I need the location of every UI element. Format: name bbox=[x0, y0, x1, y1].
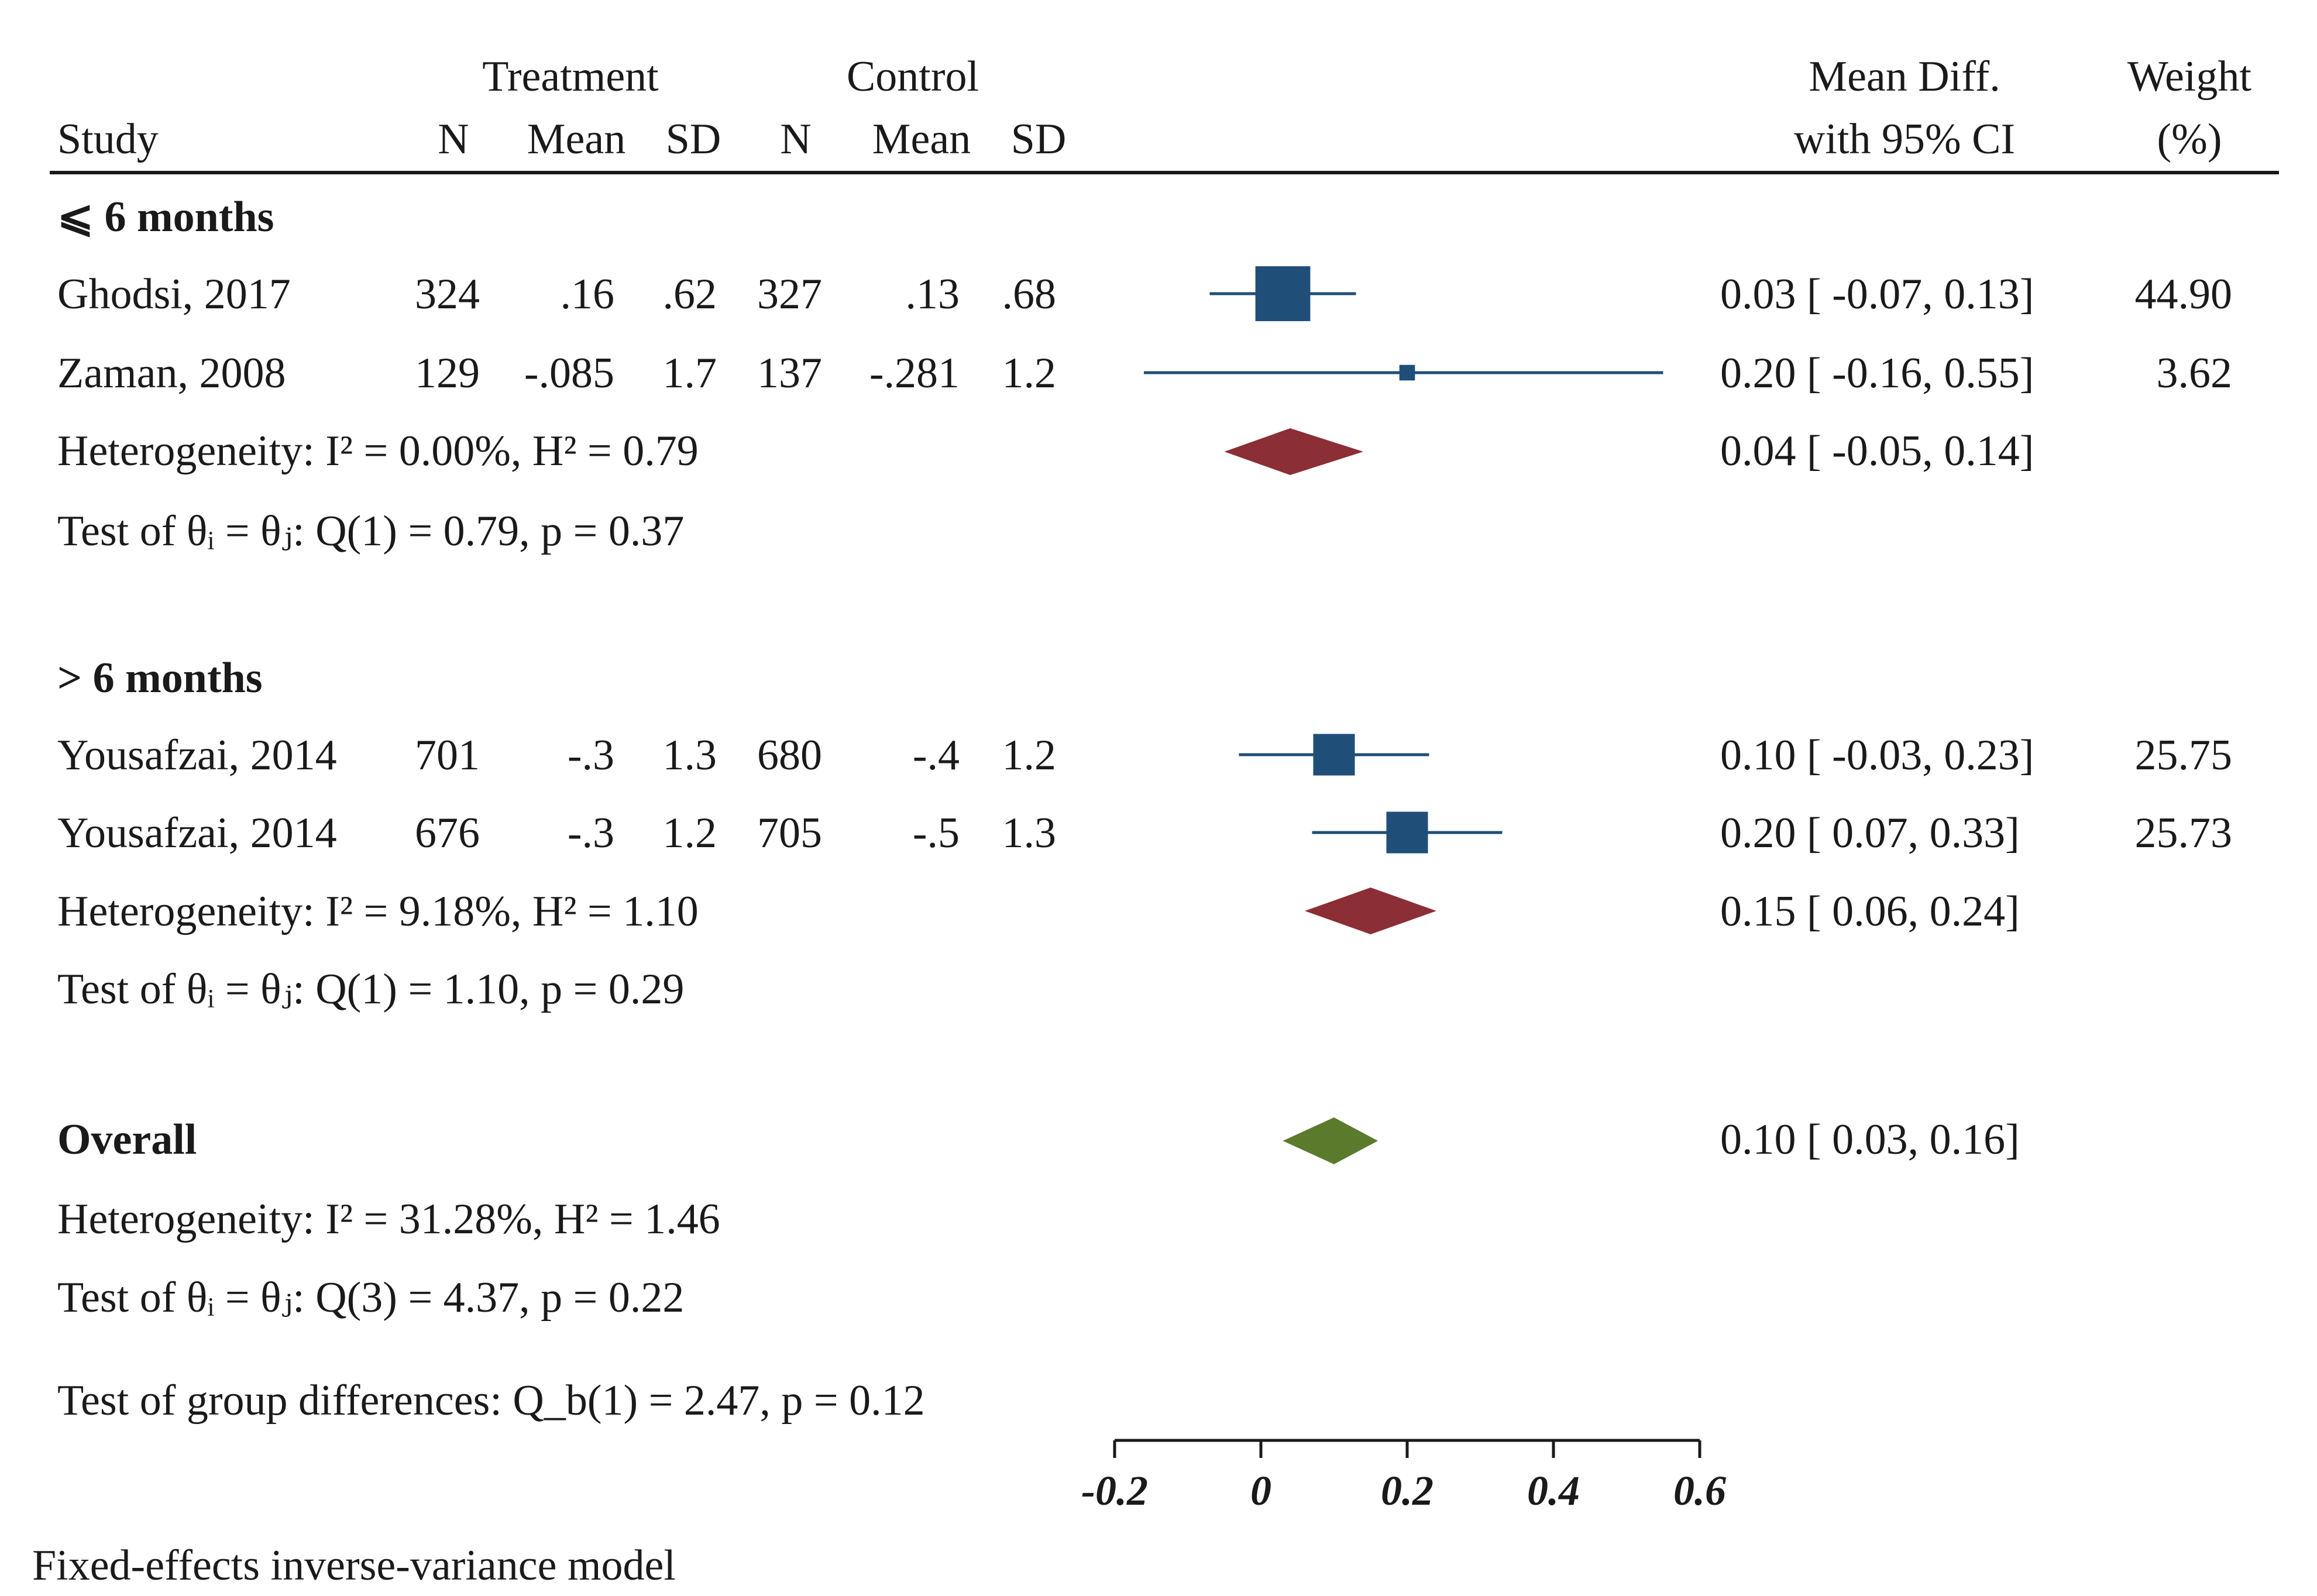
study-ci-text: 0.20 [ -0.16, 0.55] bbox=[1720, 349, 2034, 397]
group-label: ⩽ 6 months bbox=[57, 193, 274, 241]
study-weight: 44.90 bbox=[2135, 270, 2233, 318]
header-control-mean: Mean bbox=[872, 115, 971, 163]
study-point-square bbox=[1255, 266, 1311, 321]
study-ci-text: 0.20 [ 0.07, 0.33] bbox=[1720, 809, 2020, 857]
header-treatment-n: N bbox=[438, 115, 469, 163]
study-point-square bbox=[1313, 734, 1355, 776]
heterogeneity-text: Heterogeneity: I² = 9.18%, H² = 1.10 bbox=[57, 888, 699, 935]
q-test-text: Test of θᵢ = θⱼ: Q(1) = 0.79, p = 0.37 bbox=[57, 507, 684, 555]
table-rows: ⩽ 6 months Ghodsi, 2017 324 .16 .62 327 .13 .68… bbox=[57, 193, 2232, 1425]
header-control-sd: SD bbox=[1011, 115, 1067, 163]
header-effect-line2: with 95% CI bbox=[1794, 115, 2015, 163]
treatment-mean: .16 bbox=[561, 270, 615, 318]
overall-label: Overall bbox=[57, 1116, 197, 1164]
control-n: 137 bbox=[757, 349, 822, 397]
treatment-n: 324 bbox=[415, 270, 480, 318]
header-weight-line2: (%) bbox=[2157, 115, 2222, 163]
header-treatment-sd: SD bbox=[666, 115, 721, 163]
overall-ci-text: 0.10 [ 0.03, 0.16] bbox=[1720, 1116, 2020, 1164]
header-weight-line1: Weight bbox=[2127, 53, 2251, 101]
plot-marks bbox=[1144, 266, 1663, 1164]
treatment-mean: -.3 bbox=[568, 809, 614, 857]
study-weight: 3.62 bbox=[2157, 349, 2233, 397]
header-study: Study bbox=[57, 115, 159, 163]
control-sd: .68 bbox=[1002, 270, 1057, 318]
control-n: 705 bbox=[757, 809, 822, 857]
subgroup-diamond bbox=[1224, 428, 1363, 475]
group-label: > 6 months bbox=[57, 654, 263, 702]
subgroup-ci-text: 0.15 [ 0.06, 0.24] bbox=[1720, 888, 2020, 935]
heterogeneity-text: Heterogeneity: I² = 0.00%, H² = 0.79 bbox=[57, 427, 699, 475]
treatment-sd: 1.2 bbox=[663, 809, 717, 857]
study-weight: 25.73 bbox=[2135, 809, 2233, 857]
treatment-mean: -.3 bbox=[568, 731, 614, 779]
control-mean: -.281 bbox=[869, 349, 960, 397]
q-test-text: Test of θᵢ = θⱼ: Q(1) = 1.10, p = 0.29 bbox=[57, 965, 684, 1013]
x-tick-label: 0.2 bbox=[1381, 1467, 1433, 1514]
study-point-square bbox=[1386, 811, 1428, 854]
treatment-sd: 1.7 bbox=[663, 349, 717, 397]
study-name: Yousafzai, 2014 bbox=[57, 809, 337, 857]
x-tick-label: -0.2 bbox=[1081, 1467, 1148, 1514]
treatment-sd: 1.3 bbox=[663, 731, 717, 779]
x-tick-label: 0.6 bbox=[1673, 1467, 1726, 1514]
treatment-n: 701 bbox=[415, 731, 480, 779]
header-control: Control bbox=[847, 53, 979, 101]
group-differences-text: Test of group differences: Q_b(1) = 2.47… bbox=[57, 1377, 925, 1425]
subgroup-ci-text: 0.04 [ -0.05, 0.14] bbox=[1720, 427, 2034, 475]
study-point-square bbox=[1399, 364, 1415, 381]
study-name: Zaman, 2008 bbox=[57, 349, 286, 397]
x-axis: -0.2 0 0.2 0.4 0.6 bbox=[1081, 1439, 1726, 1514]
control-sd: 1.2 bbox=[1002, 349, 1057, 397]
header-treatment: Treatment bbox=[482, 53, 659, 101]
study-name: Ghodsi, 2017 bbox=[57, 270, 291, 318]
control-mean: .13 bbox=[906, 270, 960, 318]
treatment-mean: -.085 bbox=[524, 349, 614, 397]
overall-q-test-text: Test of θᵢ = θⱼ: Q(3) = 4.37, p = 0.22 bbox=[57, 1274, 684, 1322]
control-mean: -.5 bbox=[913, 809, 960, 857]
control-sd: 1.2 bbox=[1002, 731, 1057, 779]
control-mean: -.4 bbox=[913, 731, 960, 779]
control-sd: 1.3 bbox=[1002, 809, 1057, 857]
overall-diamond bbox=[1283, 1117, 1378, 1164]
treatment-n: 676 bbox=[415, 809, 480, 857]
study-ci-text: 0.10 [ -0.03, 0.23] bbox=[1720, 731, 2034, 779]
treatment-sd: .62 bbox=[663, 270, 717, 318]
footnote: Fixed-effects inverse-variance model bbox=[32, 1542, 676, 1590]
treatment-n: 129 bbox=[415, 349, 480, 397]
study-name: Yousafzai, 2014 bbox=[57, 731, 337, 779]
overall-heterogeneity-text: Heterogeneity: I² = 31.28%, H² = 1.46 bbox=[57, 1195, 720, 1243]
x-tick-label: 0.4 bbox=[1527, 1467, 1580, 1514]
study-weight: 25.75 bbox=[2135, 731, 2233, 779]
control-n: 680 bbox=[757, 731, 822, 779]
control-n: 327 bbox=[757, 270, 822, 318]
x-tick-label: 0 bbox=[1250, 1467, 1271, 1514]
header-control-n: N bbox=[780, 115, 811, 163]
header-effect-line1: Mean Diff. bbox=[1809, 53, 2000, 101]
subgroup-diamond bbox=[1305, 888, 1436, 934]
study-ci-text: 0.03 [ -0.07, 0.13] bbox=[1720, 270, 2034, 318]
header-treatment-mean: Mean bbox=[527, 115, 626, 163]
